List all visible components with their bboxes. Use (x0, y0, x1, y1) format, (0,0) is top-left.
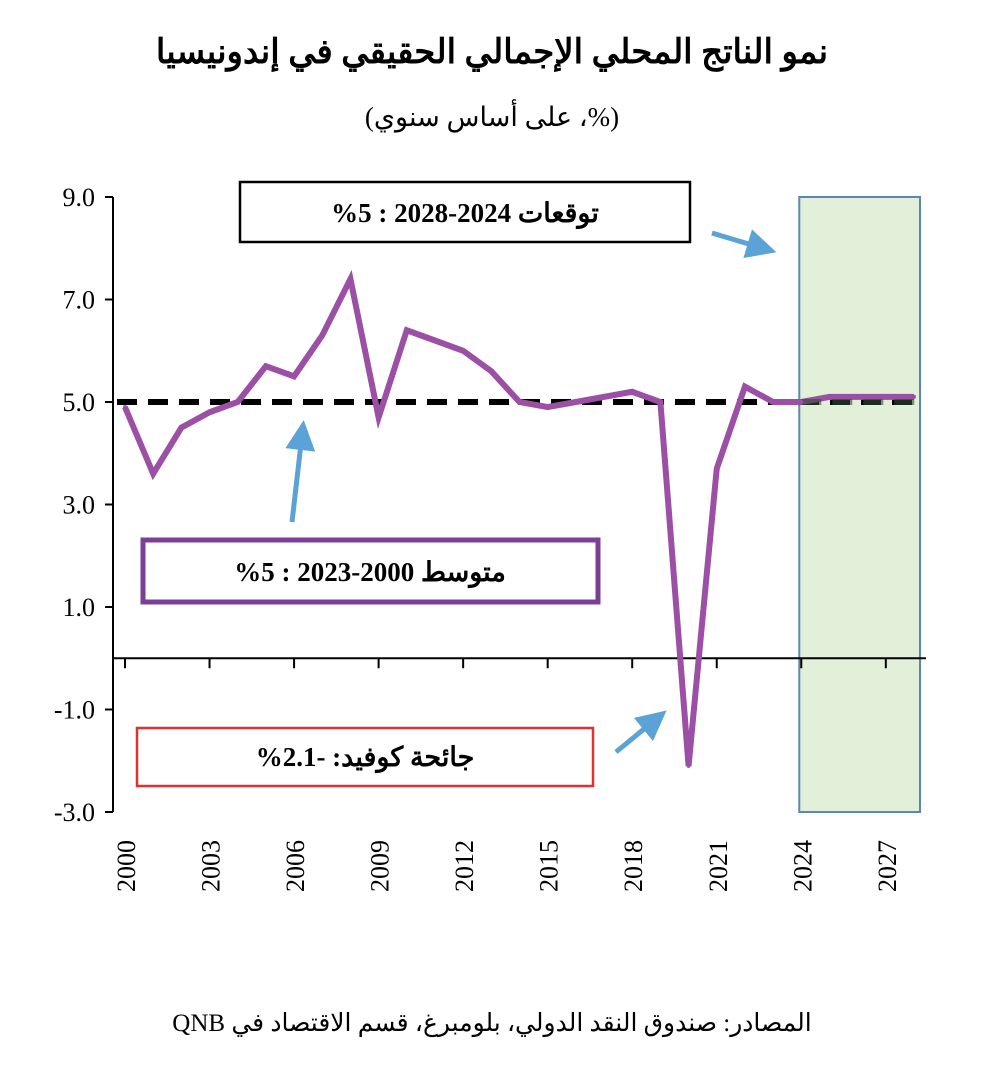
chart-subtitle: (%، على أساس سنوي) (364, 102, 620, 132)
series-point (517, 400, 522, 404)
forecast-annotation: توقعات 2024-2028 : 5% (331, 198, 599, 230)
series-point (263, 364, 268, 369)
x-tick-label: 2000 (112, 840, 141, 892)
forecast-annotation-box (238, 180, 692, 244)
series-point (235, 400, 240, 404)
y-tick-label: 9.0 (63, 183, 96, 212)
y-tick-label: 5.0 (63, 388, 96, 417)
series-point (658, 400, 663, 404)
series-line (122, 269, 914, 767)
y-tick-label: 1.0 (63, 593, 96, 622)
y-axis: 9.0 7.0 5.0 3.0 1.0 -1.0 -3.0 (54, 183, 114, 827)
series-point (179, 425, 184, 430)
series-point (348, 277, 353, 281)
average-annotation-box (140, 537, 601, 605)
x-tick-label: 2003 (197, 840, 226, 892)
series-point (630, 389, 635, 394)
forecast-band (798, 196, 921, 813)
series-point (292, 374, 297, 379)
series-point (686, 763, 691, 768)
x-tick-label: 2024 (788, 840, 817, 892)
x-tick-label: 2021 (704, 840, 733, 892)
series-point (461, 348, 466, 353)
series-points (123, 277, 916, 768)
series-point (742, 384, 747, 389)
x-tick-label: 2018 (619, 840, 648, 892)
series-point (432, 338, 437, 343)
y-tick-label: 7.0 (63, 286, 96, 315)
series-point (883, 394, 888, 399)
series-point (827, 394, 832, 399)
series-point (771, 400, 776, 404)
x-tick-label: 2009 (366, 840, 395, 892)
series-point (123, 405, 127, 410)
forecast-arrow-icon (711, 229, 777, 259)
series-point (151, 471, 156, 476)
y-tick-label: -3.0 (54, 798, 95, 827)
series-point (602, 394, 607, 399)
y-tick-label: 3.0 (63, 491, 96, 520)
x-tick-label: 2006 (281, 840, 310, 892)
chart-title: نمو الناتج المحلي الإجمالي الحقيقي في إن… (155, 34, 829, 71)
x-tick-label: 2015 (535, 840, 564, 892)
series-point (404, 328, 409, 333)
series-point (912, 394, 916, 399)
covid-arrow-icon (614, 710, 667, 754)
series-point (545, 405, 550, 410)
series-point (714, 466, 719, 471)
series-point (320, 333, 325, 338)
series-point (376, 415, 381, 420)
series-point (489, 369, 494, 374)
average-annotation: متوسط 2000-2023 : 5% (234, 557, 506, 589)
series-point (207, 410, 212, 415)
series-point (855, 394, 860, 399)
y-tick-label: -1.0 (54, 696, 95, 725)
covid-annotation: جائحة كوفيد: -2.1% (256, 742, 475, 774)
covid-annotation-box (135, 726, 595, 788)
x-tick-label: 2012 (450, 840, 479, 892)
gdp-growth-chart: 2000 2003 2006 2009 2012 2015 2018 2021 2024 2027… (54, 180, 926, 892)
x-tick-label: 2027 (873, 840, 902, 892)
source-note: المصادر: صندوق النقد الدولي، بلومبرغ، قس… (172, 1010, 812, 1037)
x-axis: 2000 2003 2006 2009 2012 2015 2018 2021 2024 2027 (112, 657, 926, 892)
series-point (573, 400, 578, 404)
series-point (799, 400, 804, 404)
average-arrow-icon (285, 420, 316, 523)
